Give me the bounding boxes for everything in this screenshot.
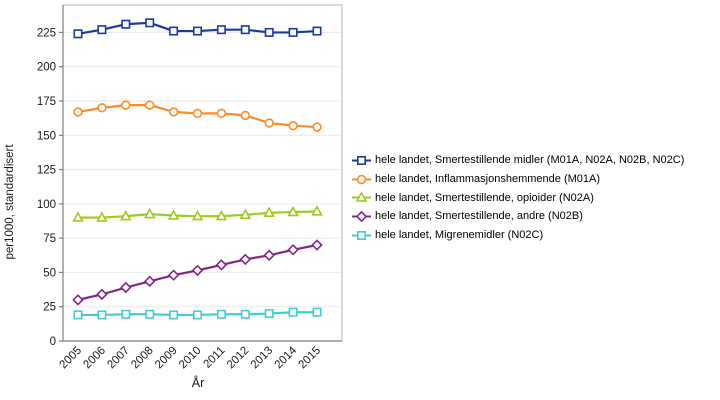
data-series (72, 18, 323, 320)
legend-item: hele landet, Smertestillende, andre (N02… (352, 207, 720, 226)
y-tick-label: 200 (37, 62, 56, 74)
series-line (73, 307, 322, 320)
y-tick-label: 75 (43, 233, 56, 245)
legend-label: hele landet, Smertestillende, opioider (… (375, 191, 594, 204)
gridlines (63, 31, 342, 308)
x-tick-label: 2005 (58, 345, 85, 372)
x-tick-label: 2008 (129, 345, 156, 372)
legend-item: hele landet, Migrenemidler (N02C) (352, 226, 720, 245)
y-tick-label: 150 (37, 130, 56, 142)
series-line (73, 100, 322, 132)
x-tick-label: 2007 (105, 345, 132, 372)
series-line (73, 18, 322, 39)
legend-marker-triangle-icon (352, 192, 371, 202)
y-tick-label: 25 (43, 302, 56, 314)
legend-marker-diamond-icon (352, 210, 371, 222)
legend-label: hele landet, Smertestillende, andre (N02… (375, 210, 583, 223)
x-tick-label: 2015 (297, 345, 324, 372)
axes (62, 5, 342, 342)
legend-item: hele landet, Smertestillende midler (M01… (352, 151, 720, 170)
legend-label: hele landet, Inflammasjonshemmende (M01A… (375, 173, 601, 186)
x-tick-label: 2012 (225, 345, 252, 372)
y-tick-label: 175 (37, 96, 56, 108)
y-axis-title: per1000, standardisert (4, 144, 16, 260)
x-tick-label: 2011 (202, 345, 228, 371)
x-tick-label: 2009 (153, 345, 180, 372)
legend-marker-square-icon (352, 155, 371, 165)
legend-item: hele landet, Smertestillende, opioider (… (352, 188, 720, 207)
y-tick-label: 0 (50, 336, 56, 348)
legend-label: hele landet, Smertestillende midler (M01… (375, 154, 685, 167)
x-tick-label: 2014 (273, 344, 300, 371)
y-tick-label: 125 (37, 165, 56, 177)
x-tick-label: 2013 (249, 345, 276, 372)
legend: hele landet, Smertestillende midler (M01… (352, 151, 720, 244)
plot-border (62, 4, 343, 342)
series-line (72, 205, 323, 222)
legend-item: hele landet, Inflammasjonshemmende (M01A… (352, 170, 720, 189)
x-axis-title: År (192, 375, 205, 390)
x-tick-label: 2010 (177, 345, 204, 372)
series-line (72, 239, 323, 306)
legend-marker-circle-icon (352, 174, 371, 184)
y-tick-label: 100 (37, 199, 56, 211)
y-axis-tick-labels: 0 25 50 75 100 125 150 175 200 225 (37, 27, 63, 348)
y-tick-label: 50 (43, 267, 56, 279)
y-tick-label: 225 (37, 27, 56, 39)
x-tick-label: 2006 (81, 345, 108, 372)
legend-marker-square-icon (352, 230, 371, 240)
legend-label: hele landet, Migrenemidler (N02C) (375, 229, 544, 242)
x-axis-tick-labels: 2005200620072008200920102011201220132014… (58, 344, 324, 371)
